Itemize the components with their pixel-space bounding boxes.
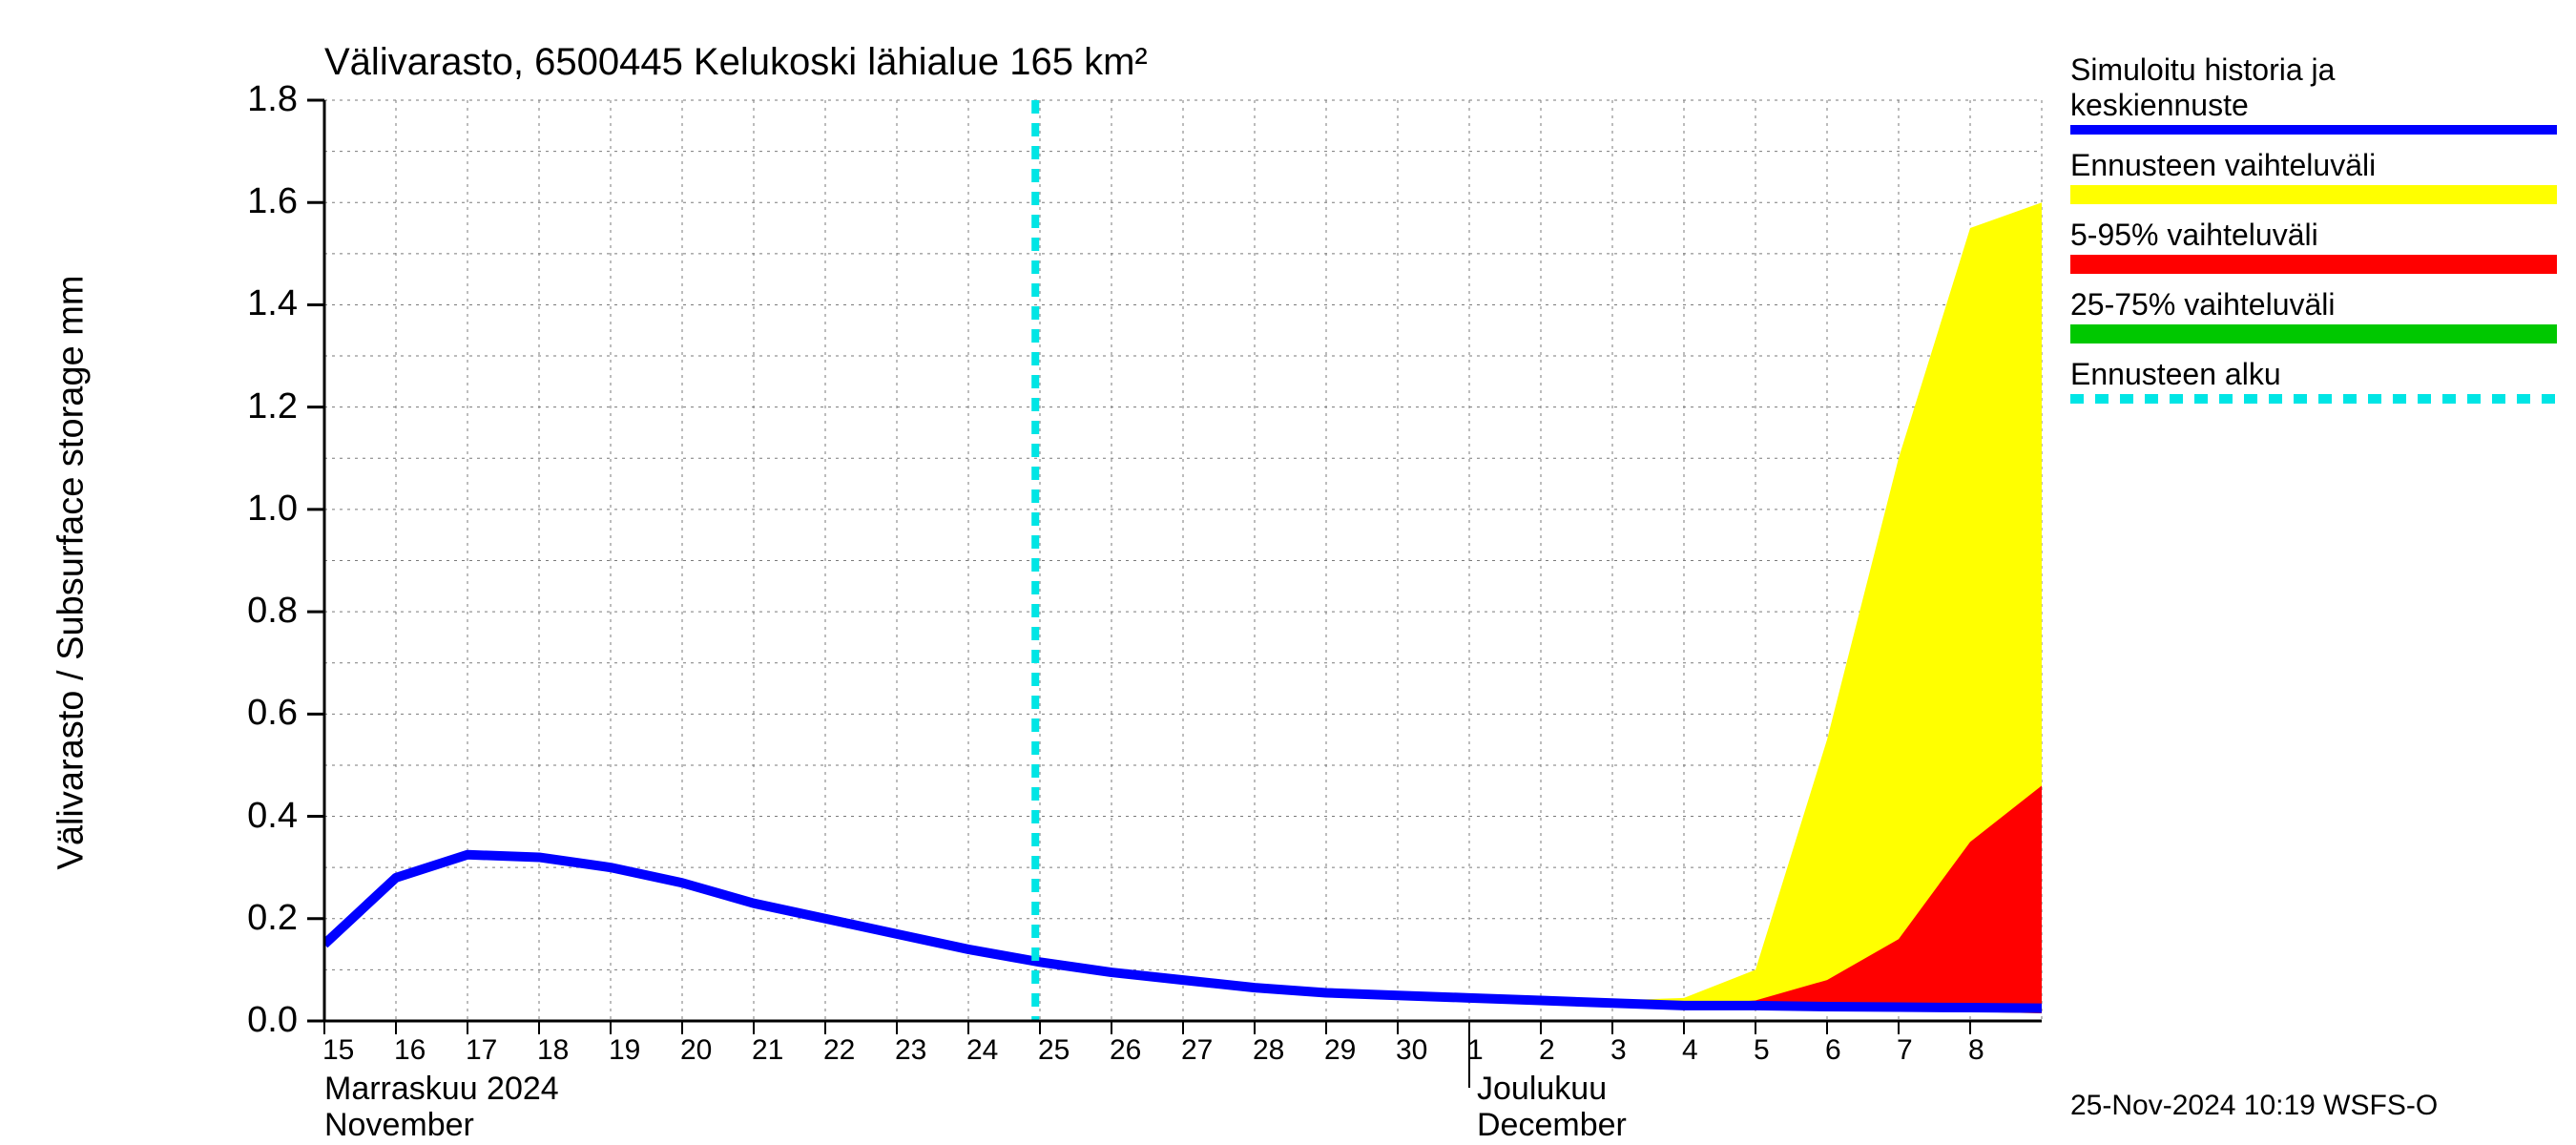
month1-en: November bbox=[324, 1107, 474, 1144]
legend-swatch bbox=[2070, 255, 2557, 274]
month2-fi: Joulukuu bbox=[1477, 1071, 1607, 1108]
x-tick: 1 bbox=[1467, 1034, 1484, 1067]
legend-label: keskiennuste bbox=[2070, 88, 2557, 123]
x-tick: 29 bbox=[1324, 1034, 1356, 1067]
legend-item: 25-75% vaihteluväli bbox=[2070, 287, 2557, 344]
x-tick: 21 bbox=[752, 1034, 783, 1067]
legend-swatch bbox=[2070, 125, 2557, 135]
x-tick: 15 bbox=[322, 1034, 354, 1067]
x-tick: 19 bbox=[609, 1034, 640, 1067]
x-tick: 2 bbox=[1539, 1034, 1555, 1067]
x-tick: 20 bbox=[680, 1034, 712, 1067]
x-tick: 30 bbox=[1396, 1034, 1427, 1067]
footer-timestamp: 25-Nov-2024 10:19 WSFS-O bbox=[2070, 1090, 2438, 1122]
month1-fi: Marraskuu 2024 bbox=[324, 1071, 559, 1108]
legend-item: Ennusteen vaihteluväli bbox=[2070, 148, 2557, 204]
x-tick: 22 bbox=[823, 1034, 855, 1067]
legend-label: 5-95% vaihteluväli bbox=[2070, 218, 2557, 253]
legend-label: Simuloitu historia ja bbox=[2070, 52, 2557, 88]
x-tick: 17 bbox=[466, 1034, 497, 1067]
chart-container: Välivarasto, 6500445 Kelukoski lähialue … bbox=[0, 0, 2576, 1145]
legend-label: Ennusteen alku bbox=[2070, 357, 2557, 392]
legend-item: Ennusteen alku bbox=[2070, 357, 2557, 404]
x-tick: 18 bbox=[537, 1034, 569, 1067]
x-tick: 23 bbox=[895, 1034, 926, 1067]
x-tick: 7 bbox=[1897, 1034, 1913, 1067]
legend-swatch bbox=[2070, 185, 2557, 204]
month2-en: December bbox=[1477, 1107, 1627, 1144]
legend-label: 25-75% vaihteluväli bbox=[2070, 287, 2557, 323]
legend-swatch bbox=[2070, 394, 2557, 404]
x-tick: 8 bbox=[1968, 1034, 1984, 1067]
x-tick: 4 bbox=[1682, 1034, 1698, 1067]
legend-item: Simuloitu historia jakeskiennuste bbox=[2070, 52, 2557, 135]
x-tick: 25 bbox=[1038, 1034, 1070, 1067]
x-tick: 28 bbox=[1253, 1034, 1284, 1067]
legend: Simuloitu historia jakeskiennuste Ennuste… bbox=[2070, 52, 2557, 417]
x-tick: 6 bbox=[1825, 1034, 1841, 1067]
legend-label: Ennusteen vaihteluväli bbox=[2070, 148, 2557, 183]
x-tick: 26 bbox=[1110, 1034, 1141, 1067]
legend-swatch bbox=[2070, 324, 2557, 344]
x-tick: 27 bbox=[1181, 1034, 1213, 1067]
x-tick: 24 bbox=[966, 1034, 998, 1067]
x-tick: 16 bbox=[394, 1034, 426, 1067]
legend-item: 5-95% vaihteluväli bbox=[2070, 218, 2557, 274]
x-tick: 5 bbox=[1754, 1034, 1770, 1067]
x-tick: 3 bbox=[1610, 1034, 1627, 1067]
